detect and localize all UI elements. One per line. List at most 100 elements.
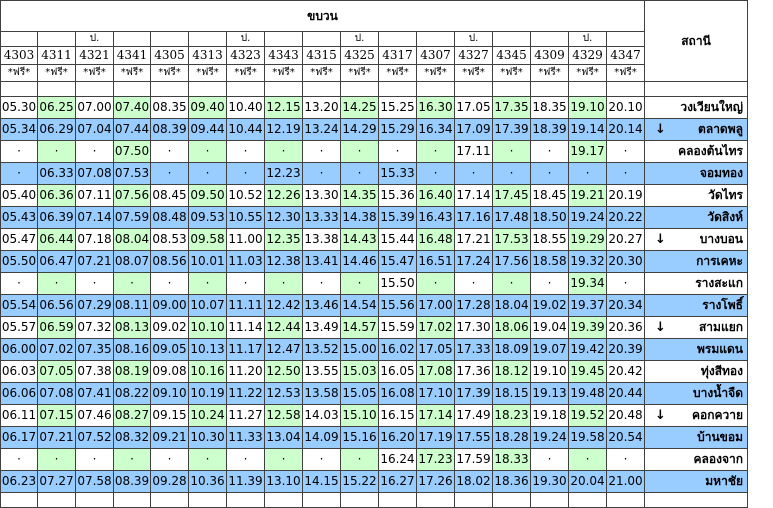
spacer-cell <box>606 492 645 508</box>
departure-time: 18.23 <box>492 404 531 427</box>
timetable-row: 05.57 06.59 07.32 08.13 09.02 10.10 11.14 12.44… <box>0 316 748 339</box>
train-number: 4307 <box>416 46 455 65</box>
spacer-cell <box>264 81 303 97</box>
departure-time: 11.17 <box>226 338 265 361</box>
departure-time: 18.58 <box>530 250 569 273</box>
station-name-cell: มหาชัย <box>644 470 748 493</box>
departure-time: 06.33 <box>37 162 76 185</box>
station-name: รางโพธิ์ <box>702 298 743 312</box>
departure-time: 12.58 <box>264 404 303 427</box>
spacer-cell <box>37 492 76 508</box>
departure-time: · <box>37 272 76 295</box>
departure-time: 18.55 <box>530 228 569 251</box>
train-fare-free: *ฟรี* <box>378 64 417 82</box>
departure-time: 19.17 <box>568 140 607 163</box>
departure-time: · <box>568 448 607 471</box>
spacer-cell <box>150 492 189 508</box>
departure-time: 19.02 <box>530 294 569 317</box>
departure-time: 17.24 <box>454 250 493 273</box>
departure-time: 16.27 <box>378 470 417 493</box>
departure-time: 12.19 <box>264 118 303 141</box>
departure-time: 20.19 <box>606 184 645 207</box>
departure-time: · <box>340 162 379 185</box>
train-class-mark: ป. <box>340 31 379 47</box>
station-name-cell: คลองต้นไทร <box>644 140 748 163</box>
station-name-cell: การเคหะ <box>644 250 748 273</box>
train-number: 4321 <box>75 46 114 65</box>
spacer-cell <box>644 81 748 97</box>
departure-time: 18.12 <box>492 360 531 383</box>
departure-time: 16.20 <box>378 426 417 449</box>
station-name: การเคหะ <box>696 254 743 268</box>
train-number: 4325 <box>340 46 379 65</box>
spacer-cell <box>340 492 379 508</box>
departure-time: 11.20 <box>226 360 265 383</box>
spacer-cell <box>530 81 569 97</box>
departure-time: 13.30 <box>302 184 341 207</box>
train-fare-free: *ฟรี* <box>302 64 341 82</box>
departure-time: 13.38 <box>302 228 341 251</box>
train-number: 4311 <box>37 46 76 65</box>
departure-time: · <box>530 272 569 295</box>
station-name: พรมแดน <box>697 342 743 356</box>
departure-time: 16.30 <box>416 96 455 119</box>
departure-time: 09.44 <box>188 118 227 141</box>
departure-time: · <box>226 272 265 295</box>
departure-time: 13.41 <box>302 250 341 273</box>
departure-time: · <box>302 140 341 163</box>
departure-time: 19.29 <box>568 228 607 251</box>
train-class-mark <box>264 31 303 47</box>
departure-time: 07.11 <box>75 184 114 207</box>
departure-time: 05.47 <box>0 228 38 251</box>
departure-time: 18.06 <box>492 316 531 339</box>
train-number: 4309 <box>530 46 569 65</box>
departure-time: 17.19 <box>416 426 455 449</box>
departure-time: · <box>530 448 569 471</box>
departure-time: 09.50 <box>188 184 227 207</box>
departure-time: 15.22 <box>340 470 379 493</box>
train-fare-free: *ฟรี* <box>340 64 379 82</box>
departure-time: 11.27 <box>226 404 265 427</box>
departure-time: 07.02 <box>37 338 76 361</box>
station-name-cell: ทุ่งสีทอง <box>644 360 748 383</box>
departure-time: 07.53 <box>113 162 151 185</box>
departure-time: 17.02 <box>416 316 455 339</box>
departure-time: · <box>492 272 531 295</box>
departure-time: 07.52 <box>75 426 114 449</box>
departure-time: 16.05 <box>378 360 417 383</box>
departure-time: 07.15 <box>37 404 76 427</box>
departure-time: 14.38 <box>340 206 379 229</box>
departure-time: 17.48 <box>492 206 531 229</box>
departure-time: 19.52 <box>568 404 607 427</box>
spacer-cell <box>378 81 417 97</box>
train-class-mark <box>378 31 417 47</box>
departure-time: 12.38 <box>264 250 303 273</box>
departure-time: 10.16 <box>188 360 227 383</box>
departure-time: 08.53 <box>150 228 189 251</box>
train-class-mark <box>492 31 531 47</box>
train-timetable: ขบวน สถานี ป. ป. ป. ป. ป. 4303 4311 4321 4341 4305 4… <box>0 0 748 508</box>
departure-time: 20.42 <box>606 360 645 383</box>
train-fare-free: *ฟรี* <box>113 64 151 82</box>
departure-time: 08.32 <box>113 426 151 449</box>
departure-time: 07.44 <box>113 118 151 141</box>
train-number: 4327 <box>454 46 493 65</box>
departure-time: 06.25 <box>37 96 76 119</box>
departure-time: 08.39 <box>113 470 151 493</box>
departure-time: · <box>530 162 569 185</box>
train-number: 4317 <box>378 46 417 65</box>
departure-time: · <box>188 162 227 185</box>
departure-time: 17.05 <box>454 96 493 119</box>
departure-time: 12.26 <box>264 184 303 207</box>
departure-time: 16.15 <box>378 404 417 427</box>
departure-time: 19.24 <box>530 426 569 449</box>
departure-time: · <box>340 448 379 471</box>
departure-time: 07.58 <box>75 470 114 493</box>
departure-time: 07.38 <box>75 360 114 383</box>
spacer-cell <box>454 492 493 508</box>
train-number: 4329 <box>568 46 607 65</box>
departure-time: 06.29 <box>37 118 76 141</box>
station-name-cell: ↓ สามแยก <box>644 316 748 339</box>
departure-time: 11.11 <box>226 294 265 317</box>
